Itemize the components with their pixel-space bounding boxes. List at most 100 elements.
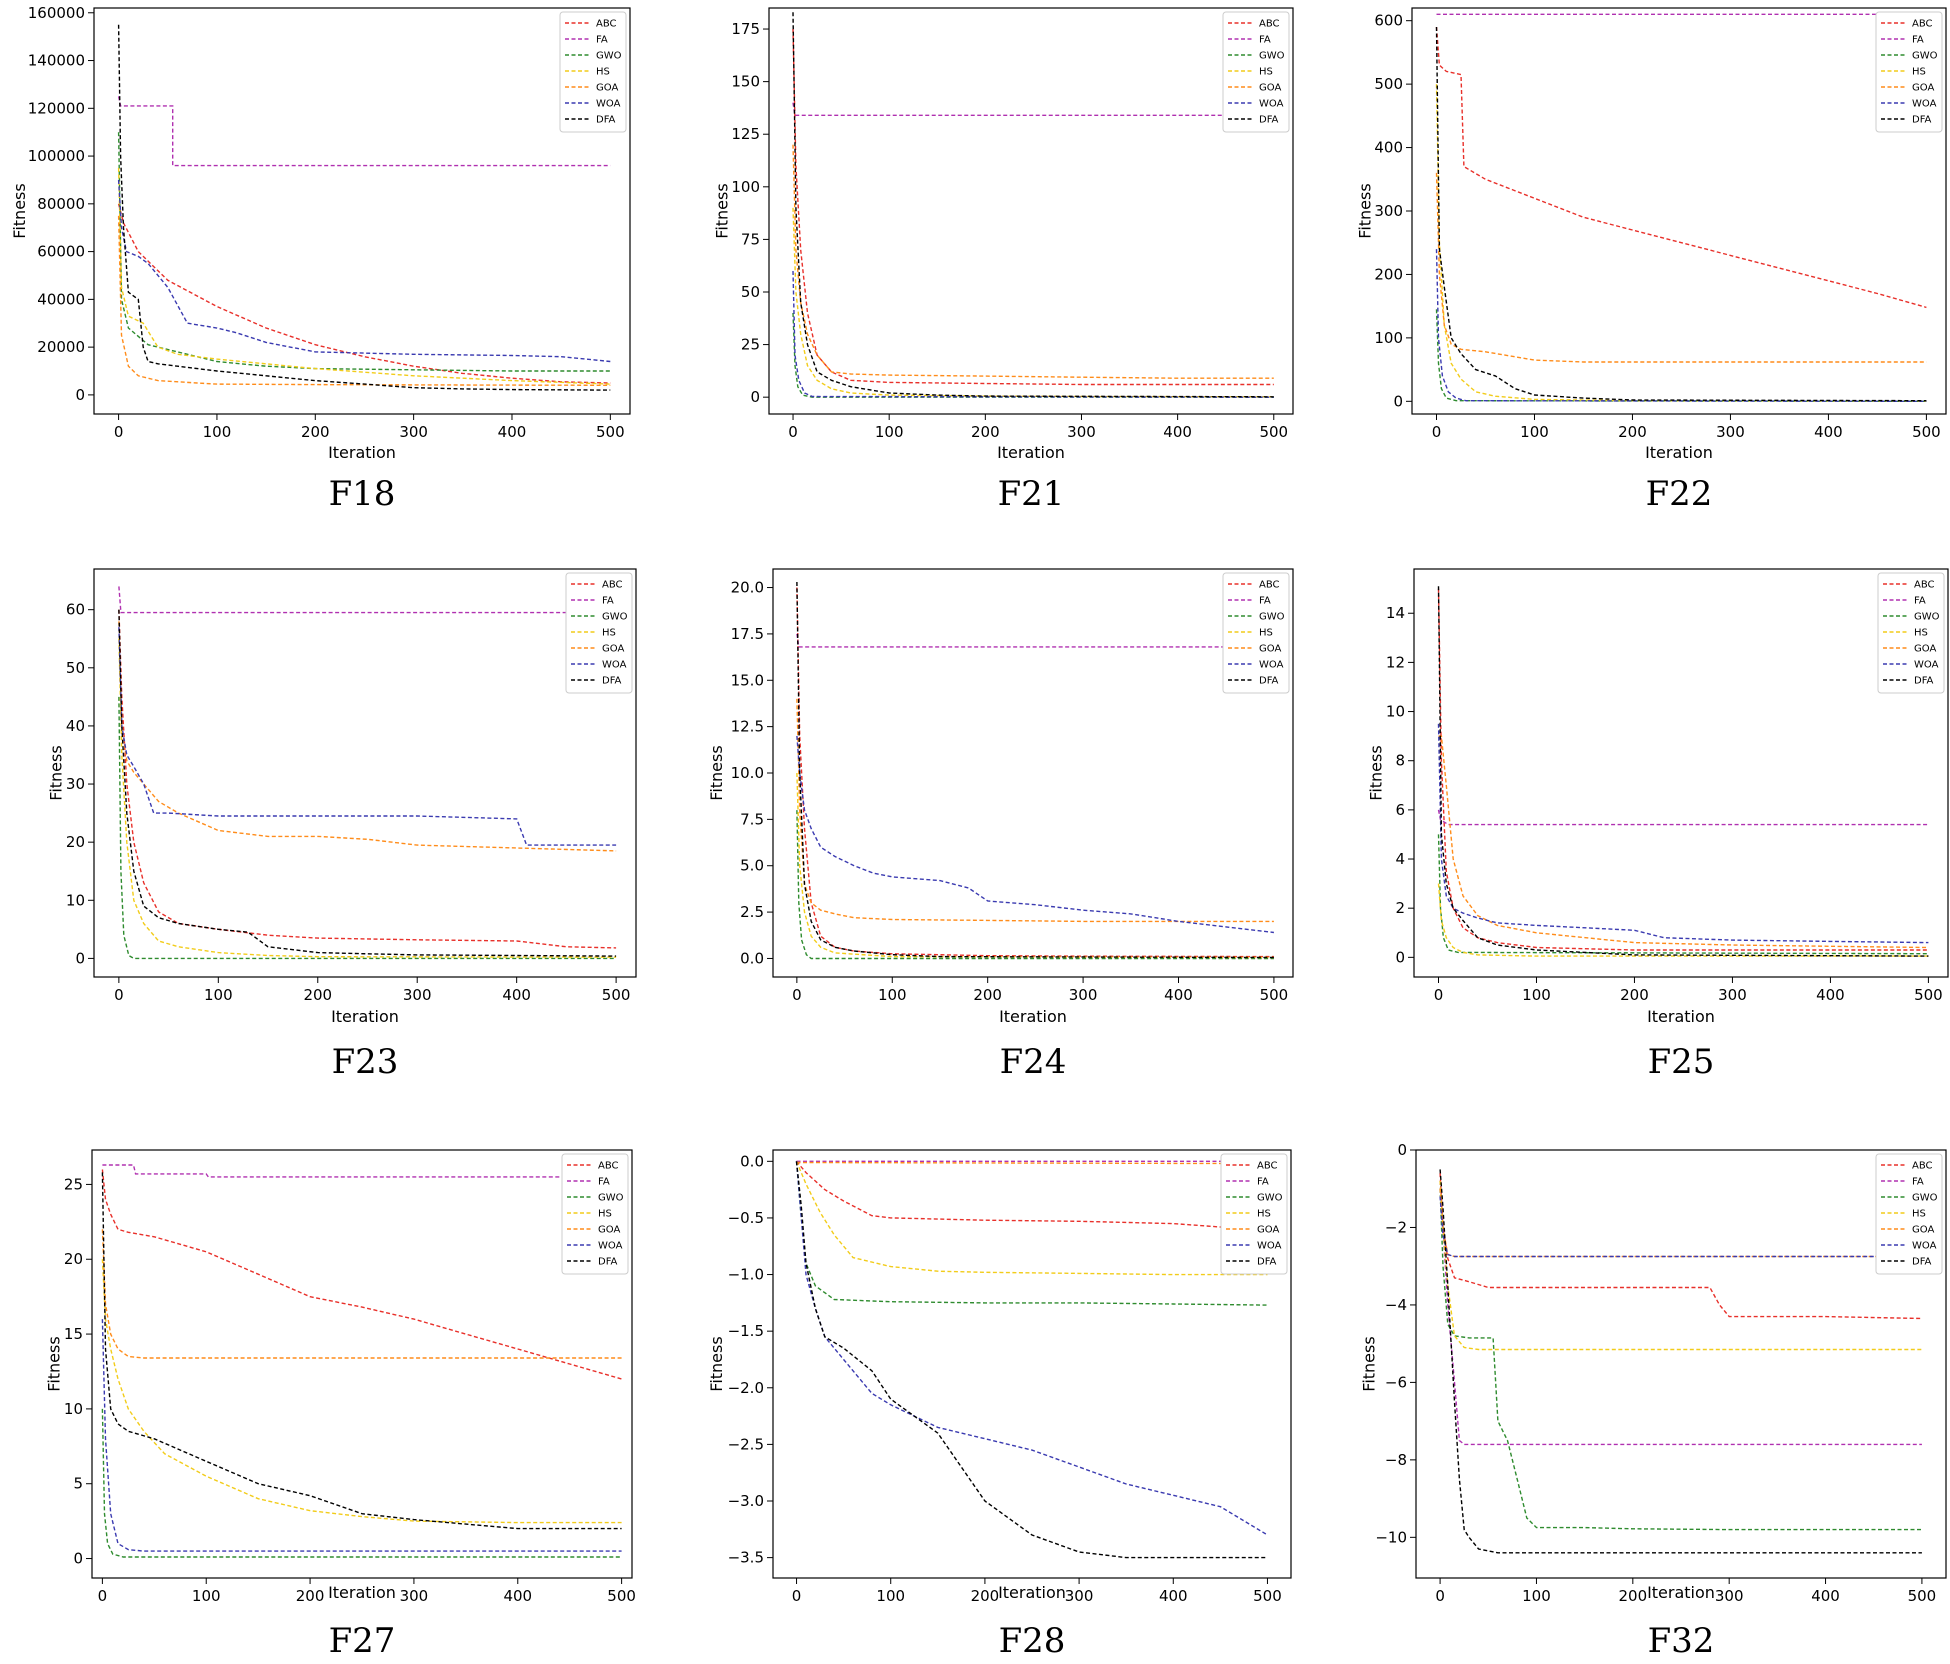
chart-f25: 0 100 200 300 400 500 0 2 4 6 8 10 12 14 Iteration Fitn… xyxy=(1367,568,1949,1082)
y-tick-label: 0 xyxy=(75,386,85,404)
series-line-dfa xyxy=(1435,26,1927,402)
series-line-goa xyxy=(792,144,1274,379)
x-tick-label: 400 xyxy=(498,423,527,441)
figure-caption: F27 xyxy=(329,1621,396,1661)
x-tick-label: 500 xyxy=(596,423,625,441)
legend-label-goa: GOA xyxy=(1257,1225,1279,1236)
series-line-abc xyxy=(101,1169,622,1380)
x-tick-label: 300 xyxy=(403,986,432,1004)
y-tick-label: 12.5 xyxy=(731,718,764,736)
series-line-woa xyxy=(1435,249,1927,402)
figure-caption: F25 xyxy=(1648,1042,1715,1082)
legend-label-gwo: GWO xyxy=(1259,51,1285,62)
legend-label-goa: GOA xyxy=(1912,83,1934,94)
y-tick-label: 10.0 xyxy=(731,764,764,782)
y-tick-label: 300 xyxy=(1374,202,1403,220)
plot-frame xyxy=(772,1149,1292,1579)
legend-label-goa: GOA xyxy=(1912,1225,1934,1236)
series-line-goa xyxy=(1438,735,1929,949)
x-tick-label: 300 xyxy=(1716,423,1745,441)
x-axis-label: Iteration xyxy=(1647,1007,1715,1026)
y-tick-label: 17.5 xyxy=(731,625,764,643)
x-tick-label: 200 xyxy=(296,1587,325,1605)
legend-label-fa: FA xyxy=(1912,35,1924,46)
chart-f24: 0 100 200 300 400 500 0.0 2.5 5.0 7.5 10.0 12.5 15.0… xyxy=(707,568,1294,1082)
legend-label-goa: GOA xyxy=(602,644,624,655)
x-tick-label: 300 xyxy=(1715,1587,1744,1605)
x-tick-label: 400 xyxy=(1164,986,1193,1004)
series-line-fa xyxy=(792,102,1274,117)
series-line-fa xyxy=(796,633,1274,648)
chart-f22: 0 100 200 300 400 500 0 100 200 300 400 500 600 Itera… xyxy=(1355,7,1947,514)
series-line-gwo xyxy=(1437,834,1929,955)
legend-label-fa: FA xyxy=(596,35,608,46)
series-line-abc xyxy=(1439,1173,1922,1320)
series-line-abc xyxy=(1437,588,1929,951)
panel-f27: 0 100 200 300 400 500 0 5 10 15 20 25 Iteration Fitne… xyxy=(0,1130,650,1664)
legend: ABC FA GWO HS GOA WOA DFA xyxy=(1875,1153,1943,1275)
y-tick-label: 80000 xyxy=(37,195,85,213)
y-tick-label: 5.0 xyxy=(740,857,764,875)
series-line-abc xyxy=(795,1160,1268,1230)
panel-f25: 0 100 200 300 400 500 0 2 4 6 8 10 12 14 Iteration Fitn… xyxy=(1300,555,1950,1100)
series-line-hs xyxy=(1435,84,1927,402)
legend-label-gwo: GWO xyxy=(1257,1193,1283,1204)
x-axis-label: Iteration xyxy=(1645,443,1713,462)
y-tick-label: −2.0 xyxy=(728,1379,764,1397)
series-line-dfa xyxy=(117,24,611,391)
x-tick-label: 100 xyxy=(875,423,904,441)
x-tick-label: 200 xyxy=(301,423,330,441)
legend-label-dfa: DFA xyxy=(598,1257,618,1268)
y-tick-label: 40 xyxy=(66,717,85,735)
y-tick-label: 20 xyxy=(66,833,85,851)
chart-f27: 0 100 200 300 400 500 0 5 10 15 20 25 Iteration Fitne… xyxy=(45,1149,636,1661)
series-line-hs xyxy=(792,207,1274,398)
y-axis-label: Fitness xyxy=(712,183,731,238)
series-line-gwo xyxy=(796,810,1274,960)
x-axis-label: Iteration xyxy=(999,1007,1067,1026)
x-tick-label: 500 xyxy=(1912,423,1941,441)
y-tick-label: 200 xyxy=(1374,265,1403,283)
y-tick-label: −1.5 xyxy=(728,1322,764,1340)
legend-label-woa: WOA xyxy=(598,1241,623,1252)
y-tick-label: 8 xyxy=(1395,752,1405,770)
panel-f23: 0 100 200 300 400 500 0 10 20 30 40 50 60 Iteration Fi… xyxy=(0,555,650,1100)
series-line-dfa xyxy=(101,1172,622,1530)
series-line-woa xyxy=(118,627,617,846)
y-tick-label: 20000 xyxy=(37,338,85,356)
y-tick-label: −8 xyxy=(1385,1451,1407,1469)
legend-label-fa: FA xyxy=(602,596,614,607)
legend-label-fa: FA xyxy=(1912,1177,1924,1188)
legend-label-dfa: DFA xyxy=(1914,676,1934,687)
series-line-fa xyxy=(1437,809,1929,826)
legend-label-fa: FA xyxy=(1914,596,1926,607)
y-tick-label: 15.0 xyxy=(731,671,764,689)
legend-label-hs: HS xyxy=(602,628,616,639)
y-tick-label: −3.5 xyxy=(728,1549,764,1567)
series-line-gwo xyxy=(101,1408,622,1558)
plot-frame xyxy=(93,568,637,978)
legend-label-hs: HS xyxy=(1914,628,1928,639)
y-tick-label: 0.0 xyxy=(740,949,764,967)
y-tick-label: 10 xyxy=(66,891,85,909)
legend-label-dfa: DFA xyxy=(1912,1257,1932,1268)
figure-caption: F32 xyxy=(1648,1621,1715,1661)
figure-caption: F18 xyxy=(329,474,396,514)
chart-f32: 0 100 200 300 400 500 0 −2 −4 −6 −8 −10 Iteration Fit… xyxy=(1359,1141,1947,1661)
panel-f32: 0 100 200 300 400 500 0 −2 −4 −6 −8 −10 Iteration Fit… xyxy=(1300,1130,1950,1664)
y-tick-label: 4 xyxy=(1395,850,1405,868)
legend-label-goa: GOA xyxy=(1259,644,1281,655)
x-tick-label: 500 xyxy=(1260,986,1289,1004)
x-axis-label: Iteration xyxy=(328,1583,396,1602)
x-tick-label: 400 xyxy=(1811,1587,1840,1605)
y-tick-label: 6 xyxy=(1395,801,1405,819)
y-tick-label: 25 xyxy=(64,1175,83,1193)
series-line-dfa xyxy=(796,581,1274,959)
y-tick-label: 100000 xyxy=(28,147,85,165)
figure-caption: F23 xyxy=(332,1042,399,1082)
x-tick-label: 0 xyxy=(788,423,798,441)
x-tick-label: 200 xyxy=(973,986,1002,1004)
series-line-woa xyxy=(796,735,1274,934)
x-tick-label: 100 xyxy=(1522,1587,1551,1605)
x-tick-label: 400 xyxy=(1816,986,1845,1004)
